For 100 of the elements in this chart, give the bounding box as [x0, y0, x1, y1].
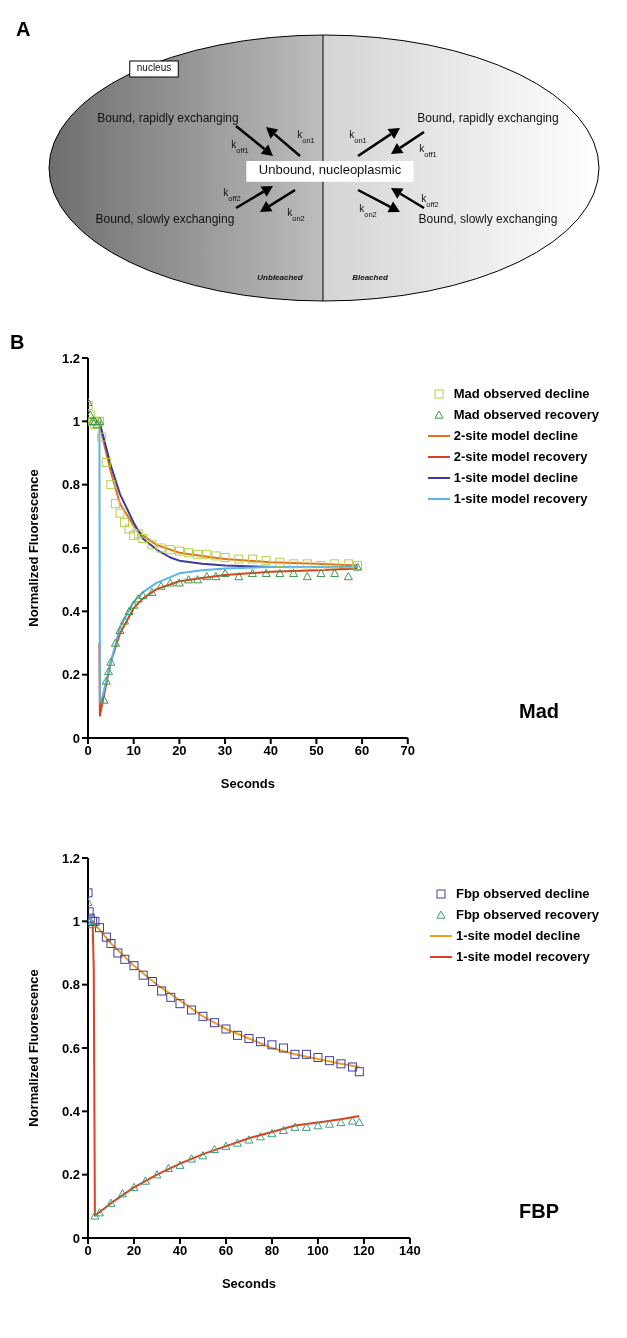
point: [101, 458, 111, 467]
legend-label: 2-site model recovery: [453, 449, 588, 464]
y-tick-label: 0.8: [61, 477, 80, 493]
point: [261, 556, 271, 566]
point: [120, 954, 130, 964]
legend-label: 1-site model recovery: [453, 491, 588, 506]
point: [313, 1121, 323, 1130]
point: [255, 1132, 265, 1141]
point: [234, 572, 244, 581]
text: Bound, slowly exchanging: [418, 212, 558, 226]
point: [129, 961, 139, 971]
point: [106, 939, 116, 948]
x-tick-label: 60: [354, 743, 370, 759]
legend-label: 1-site model decline: [455, 928, 581, 943]
text: k$_{on1}$: [297, 129, 315, 145]
legend-label: Fbp observed decline: [455, 886, 590, 901]
point: [133, 594, 143, 603]
point: [221, 1141, 231, 1150]
legend-label: Mad observed decline: [453, 386, 590, 401]
point: [247, 554, 257, 564]
x-tick-label: 140: [399, 1243, 421, 1259]
point: [289, 568, 299, 578]
point: [163, 1163, 173, 1173]
y-tick-label: 0.6: [61, 540, 80, 556]
point: [290, 1049, 300, 1059]
point: [354, 1117, 364, 1127]
x-tick-label: 40: [172, 1243, 188, 1259]
point: [234, 554, 244, 564]
point: [186, 1005, 196, 1015]
y-tick-label: 1: [72, 413, 80, 429]
y-tick-label: 0: [72, 730, 80, 746]
point: [289, 559, 299, 569]
x-tick-label: 60: [218, 1243, 234, 1259]
text: nucleus: [136, 62, 172, 73]
point: [302, 559, 312, 569]
point: [88, 920, 98, 929]
point: [330, 568, 340, 578]
point: [184, 548, 193, 558]
point: [347, 1062, 357, 1072]
point: [95, 1208, 104, 1217]
point: [174, 546, 184, 556]
y-tick-label: 1.2: [61, 350, 80, 366]
point: [244, 1034, 254, 1043]
point: [313, 1053, 323, 1062]
point: [156, 581, 166, 590]
point: [232, 1030, 242, 1040]
point: [211, 572, 221, 581]
point: [115, 508, 125, 518]
point: [301, 1122, 311, 1131]
y-tick-label: 1.2: [61, 850, 80, 866]
point: [244, 1135, 254, 1144]
text: k$_{on1}$: [349, 129, 367, 145]
x-tick-label: 40: [263, 743, 278, 759]
y-tick-label: 0: [72, 1230, 80, 1246]
point: [336, 1117, 346, 1127]
point: [124, 524, 134, 534]
point: [261, 568, 271, 578]
point: [117, 1189, 127, 1198]
legend-label: Mad observed recovery: [453, 407, 599, 422]
point: [336, 1059, 346, 1069]
point: [343, 559, 353, 569]
text: k$_{on2}$: [287, 207, 305, 223]
point: [165, 545, 175, 555]
point: [97, 432, 107, 442]
point: [104, 667, 114, 676]
point: [152, 1170, 162, 1179]
point: [232, 1138, 242, 1147]
point: [129, 600, 139, 609]
point: [302, 572, 312, 581]
point: [184, 575, 193, 584]
x-tick-label: 120: [353, 1243, 375, 1259]
point: [101, 676, 111, 685]
point: [110, 499, 120, 509]
point: [147, 587, 157, 597]
point: [165, 578, 175, 587]
point: [278, 1043, 288, 1053]
x-tick-label: 30: [217, 743, 233, 759]
point: [90, 1211, 100, 1220]
point: [113, 948, 123, 958]
point: [129, 1182, 139, 1192]
point: [209, 1018, 219, 1028]
point: [133, 529, 143, 539]
text: FBP: [519, 1200, 559, 1223]
point: [267, 1129, 277, 1138]
text: Bound, slowly exchanging: [95, 212, 235, 226]
text: k$_{off2}$: [223, 187, 241, 203]
point: [275, 568, 285, 578]
y-axis-title: Normalized Fluorescence: [25, 469, 41, 627]
point: [115, 625, 125, 635]
legend-label: 1-site model recovery: [455, 949, 590, 964]
point: [247, 568, 257, 578]
x-axis-title: Seconds: [221, 1276, 277, 1291]
text: Bound, rapidly exchanging: [97, 111, 239, 125]
text: Unbleached: [257, 273, 304, 282]
chart-title: B: [10, 331, 25, 354]
point: [120, 518, 130, 528]
point: [220, 568, 230, 578]
point: [198, 1151, 208, 1160]
point: [275, 557, 285, 567]
legend-label: 1-site model decline: [453, 470, 579, 485]
